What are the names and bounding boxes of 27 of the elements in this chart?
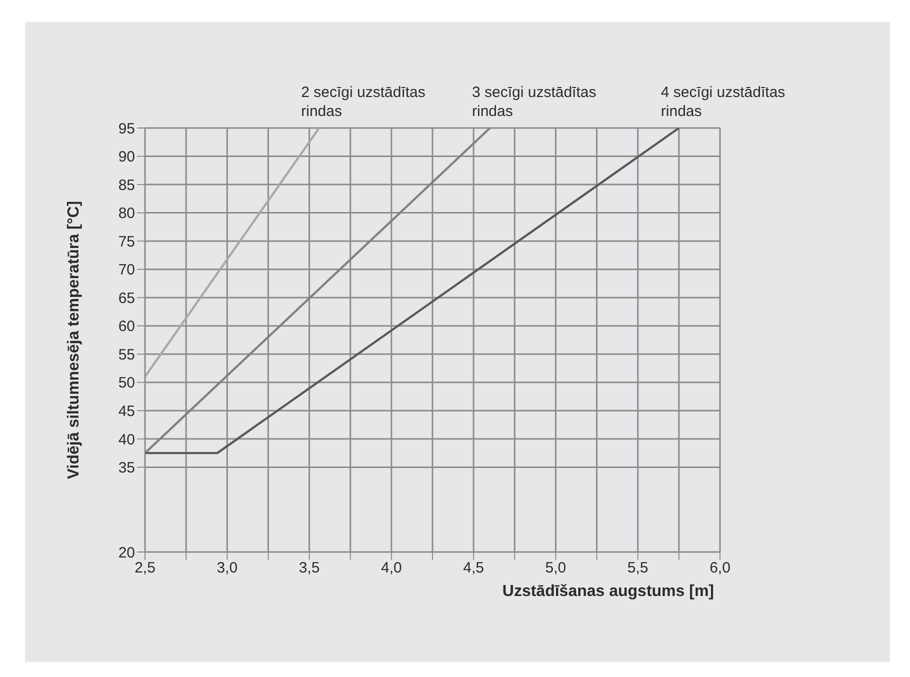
y-tick-label: 90 (118, 148, 135, 166)
y-tick-label: 65 (118, 290, 135, 307)
y-tick-label: 45 (118, 402, 135, 420)
series-label: 4 secīgi uzstādītas rindas (660, 84, 786, 120)
x-tick-label: 4,5 (463, 560, 484, 577)
y-tick-label: 35 (118, 460, 135, 477)
y-tick-label: 85 (118, 176, 135, 194)
y-tick-label: 50 (118, 374, 135, 392)
x-tick-label: 5,5 (627, 560, 648, 577)
y-tick-label: 75 (118, 233, 135, 250)
y-tick-label: 80 (118, 205, 135, 222)
x-tick-label: 2,5 (134, 560, 156, 577)
y-tick-label: 60 (118, 318, 135, 336)
x-tick-label: 4,0 (381, 560, 402, 577)
y-tick-label: 20 (118, 544, 135, 562)
y-tick-label: 40 (118, 431, 135, 448)
series-label: 3 secīgi uzstādītas rindas (472, 84, 596, 120)
y-tick-label: 55 (118, 346, 135, 364)
y-axis-title: Vidējā siltumnesēja temperatūra [°C] (66, 200, 83, 480)
y-tick-label: 70 (118, 262, 135, 279)
x-tick-label: 5,0 (545, 560, 566, 577)
x-tick-label: 6,0 (710, 560, 730, 577)
y-tick-label: 95 (118, 120, 135, 138)
x-axis-title: Uzstādīšanas augstums [m] (502, 583, 714, 600)
x-tick-label: 3,0 (216, 560, 238, 577)
x-tick-label: 3,5 (298, 560, 320, 577)
series-label: 2 secīgi uzstādītas rindas (301, 84, 426, 120)
